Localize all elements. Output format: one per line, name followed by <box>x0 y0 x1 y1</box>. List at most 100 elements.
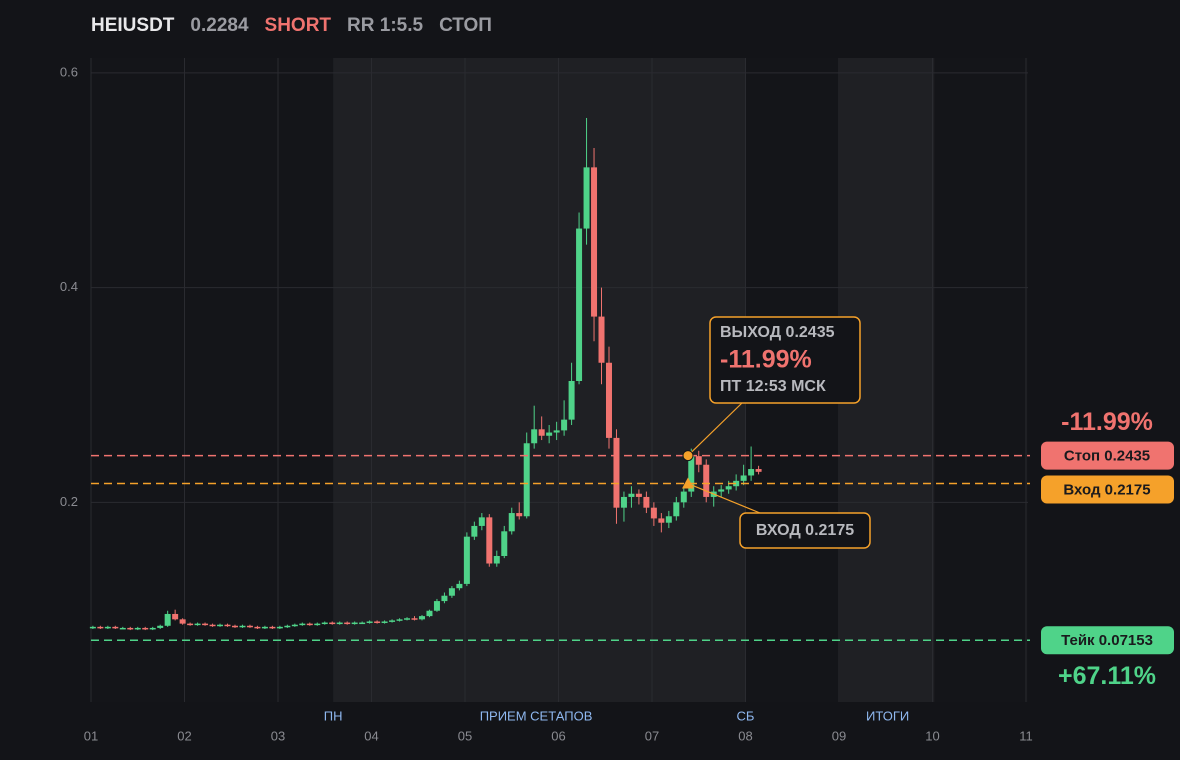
entry-point <box>681 477 694 489</box>
candle-body <box>351 622 358 625</box>
candle-body <box>284 625 291 628</box>
candle-body <box>97 626 104 629</box>
candle-body <box>441 595 448 602</box>
candle-body <box>628 493 635 497</box>
level-pill <box>1041 475 1174 504</box>
x-tick-label: 05 <box>458 728 472 743</box>
x-tick-label: 02 <box>177 728 191 743</box>
candle-body <box>299 623 306 626</box>
session-label: ПН <box>324 708 343 723</box>
candle-body <box>493 555 500 564</box>
level-label: Вход 0.2175 <box>1063 481 1150 498</box>
candle-body <box>134 627 141 630</box>
candle-body <box>291 624 298 627</box>
candle-body <box>172 613 179 620</box>
candle-body <box>576 228 583 381</box>
candle-body <box>359 622 366 625</box>
candle-body <box>456 583 463 589</box>
price: 0.2284 <box>190 15 249 36</box>
session-label: СБ <box>737 708 755 723</box>
candle-body <box>620 496 627 508</box>
candle-body <box>269 626 276 629</box>
x-tick-label: 11 <box>1019 728 1033 743</box>
candle-body <box>725 486 732 490</box>
candle-body <box>202 623 209 626</box>
exit-time: ПТ 12:53 МСК <box>720 378 826 395</box>
session-label: ПРИЕМ СЕТАПОВ <box>480 708 593 723</box>
x-tick-label: 03 <box>271 728 285 743</box>
candle-body <box>381 621 388 623</box>
candle-body <box>478 517 485 526</box>
candle-body <box>755 469 762 472</box>
candle-body <box>523 443 530 517</box>
candle-body <box>598 316 605 363</box>
level-pct: +67.11% <box>1058 662 1156 690</box>
candle-body <box>680 491 687 503</box>
x-tick-label: 04 <box>364 728 378 743</box>
candle-body <box>508 513 515 532</box>
y-tick-label: 0.4 <box>60 279 78 294</box>
candle-body <box>142 627 149 630</box>
candle-body <box>254 626 261 629</box>
level-pill <box>1041 626 1174 655</box>
candle-body <box>673 502 680 517</box>
candle-body <box>239 625 246 628</box>
candle-body <box>688 456 695 492</box>
candle-body <box>321 622 328 625</box>
candle-body <box>224 624 231 627</box>
level-label: Тейк 0.07153 <box>1061 632 1153 649</box>
candle-body <box>516 513 523 517</box>
x-tick-label: 07 <box>645 728 659 743</box>
header: HEIUSDT 0.2284 SHORT RR 1:5.5 СТОП <box>91 15 492 37</box>
candle-body <box>344 622 351 625</box>
candle-body <box>748 469 755 476</box>
exit-label: ВЫХОД 0.2435 <box>720 324 835 341</box>
candle-body <box>396 619 403 621</box>
candle-body <box>695 456 702 465</box>
candle-body <box>411 618 418 620</box>
candle-body <box>389 620 396 622</box>
level-pill <box>1041 441 1174 470</box>
symbol: HEIUSDT <box>91 15 175 36</box>
candle-body <box>119 627 126 630</box>
candle-body <box>501 531 508 556</box>
exit-result: -11.99% <box>720 346 812 374</box>
candle-body <box>605 362 612 438</box>
candle-body <box>538 429 545 436</box>
candle-body <box>426 610 433 617</box>
candle-body <box>650 507 657 519</box>
candle-body <box>718 489 725 492</box>
candle-body <box>583 167 590 229</box>
x-tick-label: 06 <box>551 728 565 743</box>
level-label: Стоп 0.2435 <box>1064 448 1150 465</box>
y-tick-label: 0.6 <box>60 64 78 79</box>
candle-body <box>703 464 710 497</box>
candle-body <box>553 430 560 433</box>
x-tick-label: 10 <box>925 728 939 743</box>
candle-body <box>733 480 740 487</box>
side: SHORT <box>264 15 332 36</box>
candle-body <box>463 536 470 584</box>
candle-body <box>112 626 119 629</box>
candle-body <box>613 437 620 508</box>
candle-body <box>194 623 201 626</box>
candle-body <box>635 493 642 497</box>
candle-body <box>658 518 665 523</box>
x-tick-label: 01 <box>84 728 98 743</box>
candle-body <box>404 618 411 620</box>
candle-body <box>418 616 425 620</box>
exit-point <box>682 450 694 462</box>
candle-body <box>366 621 373 623</box>
candle-body <box>276 626 283 629</box>
candle-body <box>89 626 96 629</box>
exit-connector <box>687 402 743 457</box>
candle-body <box>179 619 186 624</box>
candle-body <box>448 588 455 596</box>
exit-box <box>709 316 861 404</box>
entry-connector <box>687 482 761 514</box>
candle-body <box>486 517 493 564</box>
status: СТОП <box>439 15 492 36</box>
candle-body <box>591 167 598 317</box>
session-label: ИТОГИ <box>866 708 909 723</box>
